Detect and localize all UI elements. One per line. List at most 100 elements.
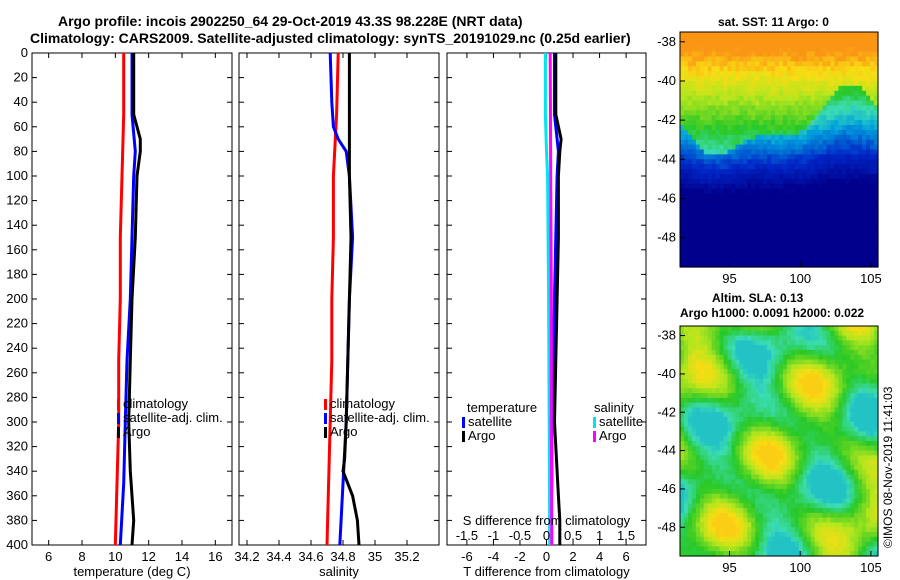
map-cell: [735, 546, 740, 552]
map-cell: [846, 237, 851, 244]
map-cell: [822, 80, 828, 87]
map-cell: [850, 402, 855, 409]
map-cell: [874, 193, 879, 200]
map-cell: [695, 488, 701, 495]
map-cell: [759, 498, 764, 504]
map-cell: [834, 397, 839, 404]
map-cell: [723, 493, 729, 500]
map-cell: [703, 407, 709, 413]
map-cell: [755, 508, 760, 514]
map-cell: [870, 397, 875, 404]
map-cell: [691, 164, 697, 170]
map-cell: [731, 218, 737, 224]
map-cell: [818, 159, 824, 165]
map-cell: [870, 373, 875, 380]
map-cell: [707, 110, 713, 116]
map-cell: [874, 183, 879, 190]
map-cell: [767, 183, 772, 190]
map-cell: [715, 378, 721, 385]
map-cell: [759, 41, 764, 48]
map-cell: [683, 125, 689, 131]
map-cell: [866, 149, 871, 155]
map-cell: [806, 369, 812, 375]
map-cell: [854, 41, 859, 48]
map-cell: [846, 183, 851, 190]
map-cell: [874, 431, 879, 437]
legend-swatch: [324, 413, 327, 424]
map-cell: [743, 436, 748, 442]
map-cell: [683, 383, 689, 389]
map-cell: [683, 498, 689, 504]
map-cell: [826, 51, 832, 58]
map-cell: [715, 512, 721, 519]
map-cell: [842, 115, 847, 121]
map-cell: [771, 464, 776, 471]
map-cell: [830, 397, 836, 404]
map-cell: [779, 441, 784, 447]
map-cell: [699, 369, 705, 375]
map-cell: [874, 364, 879, 370]
map-cell: [715, 493, 721, 500]
map-cell: [687, 252, 693, 258]
map-cell: [779, 349, 784, 356]
map-cell: [767, 149, 772, 155]
map-cell: [763, 66, 768, 72]
map-cell: [870, 120, 875, 126]
map-cell: [826, 198, 832, 204]
map-cell: [838, 512, 843, 519]
map-cell: [818, 450, 824, 456]
map-cell: [846, 149, 851, 155]
y-tick-label: 340: [6, 463, 28, 478]
map-cell: [786, 232, 792, 239]
map-cell: [818, 262, 824, 268]
map-cell: [858, 105, 863, 111]
map-cell: [715, 541, 721, 548]
map-cell: [727, 412, 733, 418]
x-tick-label: 16: [208, 549, 222, 564]
map-cell: [779, 252, 784, 258]
map-cell: [727, 335, 733, 341]
map-cell: [802, 450, 808, 456]
map-cell: [794, 237, 800, 244]
map-cell: [866, 464, 871, 471]
legend-label: satellite: [468, 414, 512, 429]
map-cell: [779, 41, 784, 48]
map-cell: [747, 232, 752, 239]
map-cell: [727, 546, 733, 552]
map-cell: [771, 407, 776, 413]
map-cell: [838, 407, 843, 413]
map-cell: [830, 178, 836, 185]
map-cell: [683, 397, 689, 404]
map-cell: [775, 173, 780, 180]
map-cell: [711, 397, 717, 404]
map-cell: [759, 460, 764, 466]
map-cell: [707, 469, 713, 476]
map-cell: [743, 41, 748, 48]
map-cell: [719, 51, 725, 58]
map-cell: [870, 105, 875, 111]
map-cell: [743, 417, 748, 423]
map-cell: [842, 149, 847, 155]
map-cell: [727, 517, 733, 524]
map-cell: [870, 227, 875, 234]
map-cell: [687, 178, 693, 185]
map-cell: [759, 383, 764, 389]
map-cell: [719, 120, 725, 126]
map-cell: [751, 426, 756, 433]
map-cell: [695, 144, 701, 151]
map-cell: [850, 198, 855, 204]
map-cell: [719, 36, 725, 43]
map-cell: [798, 56, 804, 62]
map-cell: [779, 445, 784, 452]
series-line-climatology: [113, 53, 126, 546]
map-cell: [842, 164, 847, 170]
map-cell: [838, 41, 843, 48]
map-cell: [874, 417, 879, 423]
map-cell: [782, 242, 788, 249]
map-cell: [711, 349, 717, 356]
map-cell: [779, 110, 784, 116]
map-cell: [711, 503, 717, 509]
map-cell: [854, 417, 859, 423]
map-cell: [680, 193, 685, 200]
map-cell: [810, 541, 816, 548]
